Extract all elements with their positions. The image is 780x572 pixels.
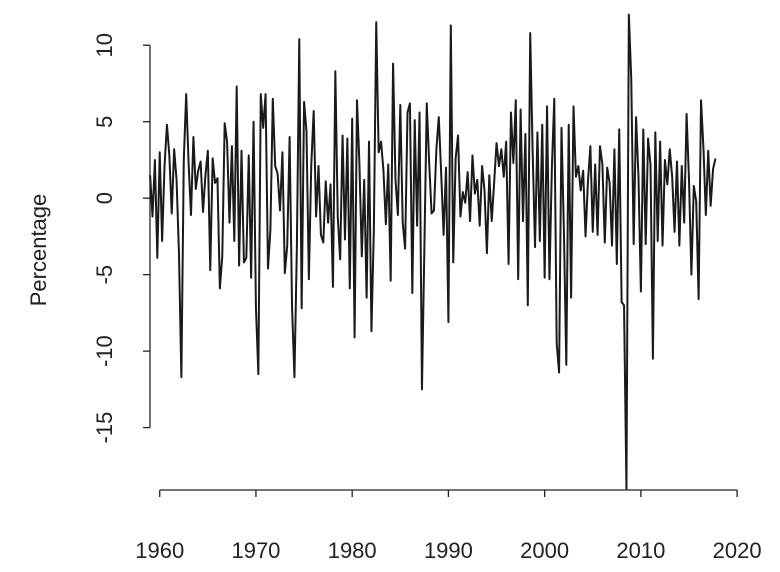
y-tick-label: 10: [92, 33, 117, 57]
y-tick-label: 0: [92, 192, 117, 204]
x-tick-label: 2000: [520, 538, 569, 563]
y-axis-label: Percentage: [26, 194, 51, 307]
y-tick-label: -5: [92, 265, 117, 285]
x-tick-label: 1970: [231, 538, 280, 563]
x-tick-label: 1980: [328, 538, 377, 563]
x-tick-label: 1960: [135, 538, 184, 563]
data-line: [149, 13, 717, 490]
x-tick-label: 2020: [713, 538, 762, 563]
x-tick-label: 2010: [616, 538, 665, 563]
x-tick-label: 1990: [424, 538, 473, 563]
y-tick-label: -10: [92, 335, 117, 367]
y-tick-label: 5: [92, 116, 117, 128]
y-tick-label: -15: [92, 412, 117, 444]
